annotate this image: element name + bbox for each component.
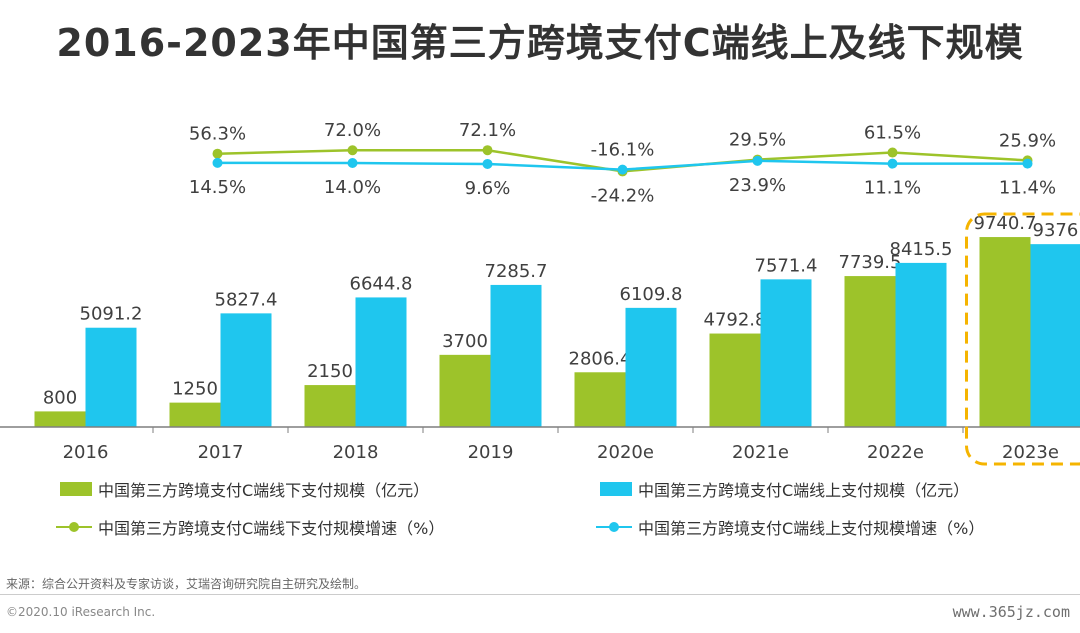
growth-label-online-2022e: 11.1% <box>864 178 921 199</box>
growth-label-online-2018: 14.0% <box>324 177 381 198</box>
growth-label-online-2021e: 23.9% <box>729 175 786 196</box>
legend-item-offline-growth: 中国第三方跨境支付C端线下支付规模增速（%） <box>56 515 444 539</box>
bar-label-offline-2016: 800 <box>43 387 77 408</box>
growth-label-online-2020e: -16.1% <box>591 140 655 161</box>
growth-point-online-2023e <box>1022 158 1033 169</box>
legend-item-offline-scale: 中国第三方跨境支付C端线下支付规模（亿元） <box>60 477 429 501</box>
growth-point-offline-2019 <box>482 145 493 156</box>
growth-label-offline-2019: 72.1% <box>459 120 516 141</box>
x-axis: 2016 2017 2018 2019 2020e 2021e 2022e 2023e <box>0 426 1080 463</box>
legend-label-offline-scale: 中国第三方跨境支付C端线下支付规模（亿元） <box>98 481 430 500</box>
growth-point-online-2017 <box>212 157 223 168</box>
bar-label-offline-2021e: 4792.8 <box>704 310 767 331</box>
growth-point-online-2022e <box>887 158 898 169</box>
legend: 中国第三方跨境支付C端线下支付规模（亿元） 中国第三方跨境支付C端线上支付规模（… <box>0 470 1080 540</box>
bar-label-offline-2017: 1250 <box>172 379 218 400</box>
x-tick-label-2018: 2018 <box>333 442 379 463</box>
growth-label-online-2019: 9.6% <box>465 178 511 199</box>
growth-point-offline-2017 <box>212 148 223 159</box>
bars-layer: 800 1250 2150 3700 2806.4 4792.8 7739.5 9740.7 5… <box>34 213 1080 427</box>
highlight-layer <box>965 212 1080 466</box>
bar-offline-2022e <box>844 276 896 427</box>
growth-label-offline-2023e: 25.9% <box>999 130 1056 151</box>
legend-swatch-offline-scale <box>60 482 92 496</box>
bar-offline-2021e <box>709 333 761 427</box>
legend-swatch-online-growth <box>596 520 632 534</box>
website-watermark[interactable]: www.365jz.com <box>952 603 1070 621</box>
bar-online-2019 <box>490 284 542 427</box>
growth-label-online-2023e: 11.4% <box>999 178 1056 199</box>
growth-point-online-2020e <box>617 164 628 175</box>
bar-label-online-2017: 5827.4 <box>215 289 278 310</box>
legend-swatch-offline-growth <box>56 520 92 534</box>
legend-label-online-scale: 中国第三方跨境支付C端线上支付规模（亿元） <box>638 481 970 500</box>
x-tick-label-2016: 2016 <box>63 442 109 463</box>
bar-online-2022e <box>895 262 947 427</box>
bar-label-offline-2023e: 9740.7 <box>974 213 1037 234</box>
bar-offline-2020e <box>574 372 626 427</box>
bar-offline-2019 <box>439 354 491 427</box>
bar-label-online-2020e: 6109.8 <box>620 284 683 305</box>
bar-label-online-2018: 6644.8 <box>350 273 413 294</box>
bar-offline-2017 <box>169 402 221 427</box>
bar-label-offline-2018: 2150 <box>307 361 353 382</box>
source-note: 来源：综合公开资料及专家访谈，艾瑞咨询研究院自主研究及绘制。 <box>6 577 367 591</box>
bar-label-offline-2020e: 2806.4 <box>569 348 632 369</box>
bar-offline-2023e <box>979 237 1031 427</box>
chart-title: 2016-2023年中国第三方跨境支付C端线上及线下规模 <box>56 21 1024 65</box>
growth-point-online-2021e <box>752 155 763 166</box>
x-tick-label-2017: 2017 <box>198 442 244 463</box>
growth-point-offline-2022e <box>887 147 898 158</box>
bar-label-offline-2022e: 7739.5 <box>839 252 902 273</box>
growth-point-online-2018 <box>347 158 358 168</box>
legend-label-online-growth: 中国第三方跨境支付C端线上支付规模增速（%） <box>638 519 985 538</box>
growth-label-offline-2022e: 61.5% <box>864 123 921 144</box>
x-tick-label-2021e: 2021e <box>732 442 789 463</box>
legend-item-online-scale: 中国第三方跨境支付C端线上支付规模（亿元） <box>600 477 969 501</box>
x-tick-label-2020e: 2020e <box>597 442 654 463</box>
bar-online-2018 <box>355 297 407 427</box>
growth-point-online-2019 <box>482 158 493 169</box>
bar-online-2021e <box>760 279 812 427</box>
bar-label-online-2023e: 9376.9 <box>1033 220 1080 241</box>
growth-label-offline-2018: 72.0% <box>324 120 381 141</box>
bar-label-online-2019: 7285.7 <box>485 261 548 282</box>
copyright: ©2020.10 iResearch Inc. <box>6 605 156 619</box>
x-tick-label-2019: 2019 <box>468 442 514 463</box>
highlight-box-2023e <box>965 212 1080 466</box>
x-tick-label-2023e: 2023e <box>1002 442 1059 463</box>
footer-divider <box>0 594 1080 595</box>
bar-line-chart: 56.3% 72.0% 72.1% -24.2% 29.5% 61.5% 25.9% 14.5… <box>0 120 1080 466</box>
growth-lines-layer: 56.3% 72.0% 72.1% -24.2% 29.5% 61.5% 25.9% 14.5… <box>189 120 1056 206</box>
growth-point-offline-2018 <box>347 145 358 156</box>
bar-online-2020e <box>625 307 677 427</box>
legend-item-online-growth: 中国第三方跨境支付C端线上支付规模增速（%） <box>596 515 984 539</box>
growth-label-online-2017: 14.5% <box>189 177 246 198</box>
legend-label-offline-growth: 中国第三方跨境支付C端线下支付规模增速（%） <box>98 519 445 538</box>
bar-label-online-2021e: 7571.4 <box>755 255 818 276</box>
bar-online-2017 <box>220 313 272 427</box>
bar-label-online-2016: 5091.2 <box>80 304 143 325</box>
bar-offline-2018 <box>304 385 356 427</box>
growth-label-offline-2020e: -24.2% <box>591 185 655 206</box>
x-tick-label-2022e: 2022e <box>867 442 924 463</box>
bar-label-online-2022e: 8415.5 <box>890 239 953 260</box>
bar-online-2023e <box>1030 244 1080 427</box>
bar-label-offline-2019: 3700 <box>442 331 488 352</box>
growth-label-offline-2017: 56.3% <box>189 124 246 145</box>
bar-online-2016 <box>85 327 137 427</box>
growth-label-offline-2021e: 29.5% <box>729 130 786 151</box>
legend-swatch-online-scale <box>600 482 632 496</box>
bar-offline-2016 <box>34 411 86 427</box>
